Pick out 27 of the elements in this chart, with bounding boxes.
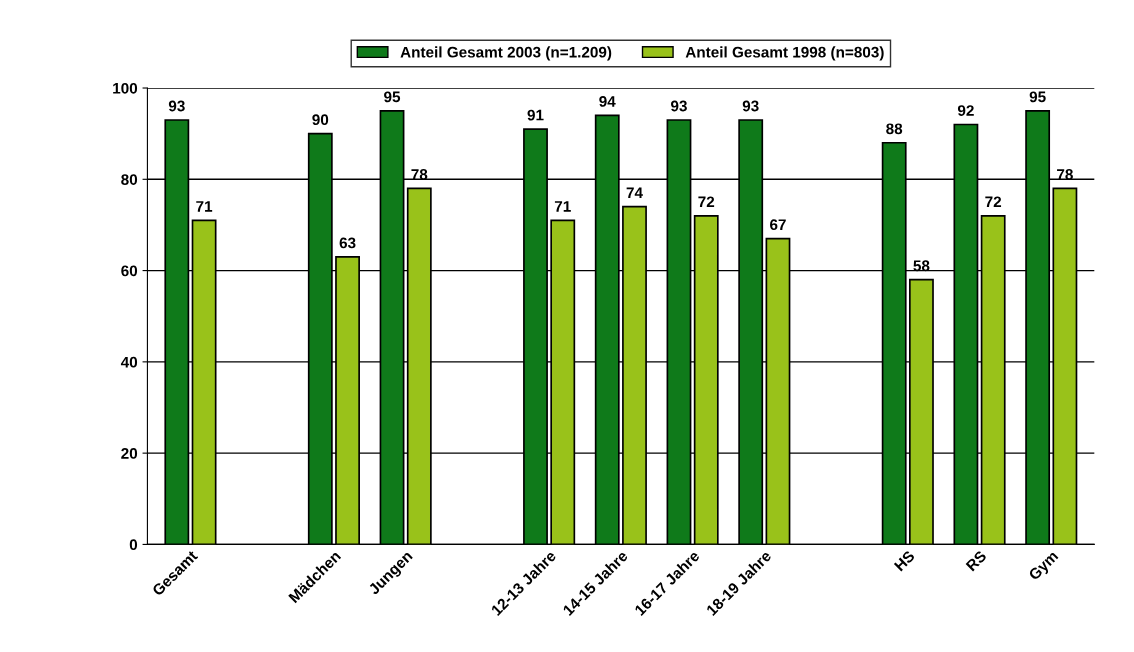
y-tick-label: 100 (113, 82, 138, 94)
data-label: 91 (527, 109, 544, 121)
data-label: 71 (196, 201, 213, 212)
data-label: 93 (168, 100, 185, 112)
data-label: 93 (671, 100, 687, 112)
legend-label: Anteil Gesamt 2003 (n=1.209) (400, 46, 612, 61)
data-label: 88 (886, 123, 903, 135)
data-label: 67 (770, 219, 786, 231)
y-tick-label: 20 (121, 448, 138, 459)
data-label: 90 (312, 114, 329, 126)
data-label: 72 (985, 196, 1002, 208)
data-label: 94 (599, 96, 616, 107)
x-tick-label: RS (965, 549, 988, 572)
y-tick-label: 0 (129, 539, 138, 551)
x-tick-label: HS (893, 549, 916, 572)
y-tick-label: 40 (120, 356, 138, 368)
data-label: 63 (339, 237, 356, 249)
data-label: 95 (1029, 91, 1046, 103)
data-label: 95 (384, 91, 401, 103)
data-label: 72 (698, 196, 715, 208)
data-label: 71 (554, 201, 571, 212)
data-label: 92 (957, 105, 974, 116)
legend-label: Anteil Gesamt 1998 (n=803) (685, 46, 884, 61)
y-tick-label: 80 (121, 174, 138, 185)
data-label: 74 (626, 187, 643, 198)
y-tick-label: 60 (121, 265, 138, 277)
data-label: 93 (742, 100, 759, 112)
